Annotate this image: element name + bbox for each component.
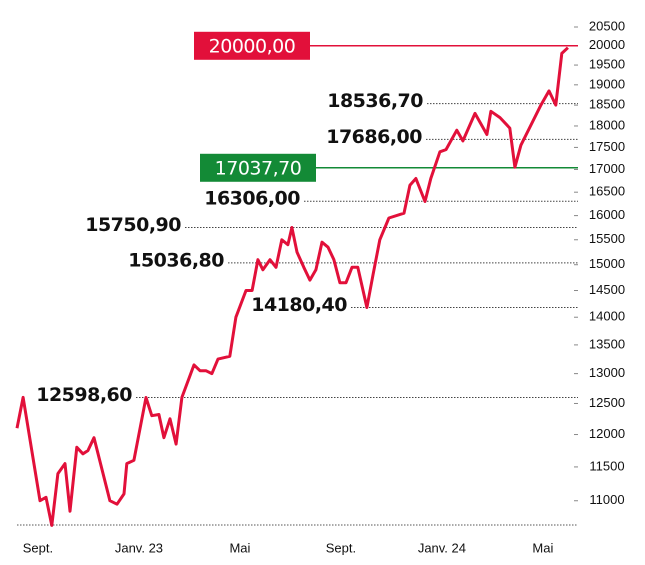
y-tick-label: 16500 bbox=[589, 184, 625, 199]
y-tick-label: 11000 bbox=[589, 492, 624, 507]
y-tick-label: 12000 bbox=[589, 426, 625, 441]
y-tick-label: 15500 bbox=[589, 231, 625, 246]
y-tick-label: 11500 bbox=[589, 458, 624, 473]
y-tick-label: 14000 bbox=[589, 309, 625, 324]
x-tick-label: Mai bbox=[532, 540, 553, 555]
level-label: 15750,90 bbox=[85, 214, 181, 236]
level-label: 17686,00 bbox=[326, 126, 422, 148]
y-tick-label: 13500 bbox=[589, 336, 625, 351]
y-tick-label: 20500 bbox=[589, 18, 625, 33]
y-tick-label: 13000 bbox=[589, 365, 625, 380]
level-label: 14180,40 bbox=[251, 294, 347, 316]
y-tick-label: 19000 bbox=[589, 76, 625, 91]
x-tick-label: Sept. bbox=[23, 540, 53, 555]
x-tick-label: Janv. 24 bbox=[418, 540, 466, 555]
y-tick-label: 12500 bbox=[589, 395, 625, 410]
label-box bbox=[194, 31, 310, 60]
price-line bbox=[15, 46, 569, 527]
level-label: 12598,60 bbox=[36, 384, 132, 406]
y-tick-label: 17500 bbox=[589, 139, 625, 154]
level-label: 16306,00 bbox=[204, 188, 300, 210]
y-tick-label: 17000 bbox=[589, 161, 625, 176]
y-tick-label: 16000 bbox=[589, 207, 625, 222]
level-label: 15036,80 bbox=[128, 249, 224, 271]
y-tick-label: 20000 bbox=[589, 37, 625, 52]
label-box bbox=[200, 153, 316, 182]
x-tick-label: Mai bbox=[229, 540, 250, 555]
level-label: 17037,70 bbox=[215, 157, 302, 179]
level-label: 18536,70 bbox=[327, 90, 423, 112]
level-label: 20000,00 bbox=[209, 35, 296, 57]
y-tick-label: 18500 bbox=[589, 97, 625, 112]
x-tick-label: Janv. 23 bbox=[115, 540, 163, 555]
y-tick-label: 18000 bbox=[589, 117, 625, 132]
y-tick-label: 19500 bbox=[589, 56, 625, 71]
y-tick-label: 14500 bbox=[589, 282, 625, 297]
x-tick-label: Sept. bbox=[326, 540, 356, 555]
y-tick-label: 15000 bbox=[589, 256, 625, 271]
